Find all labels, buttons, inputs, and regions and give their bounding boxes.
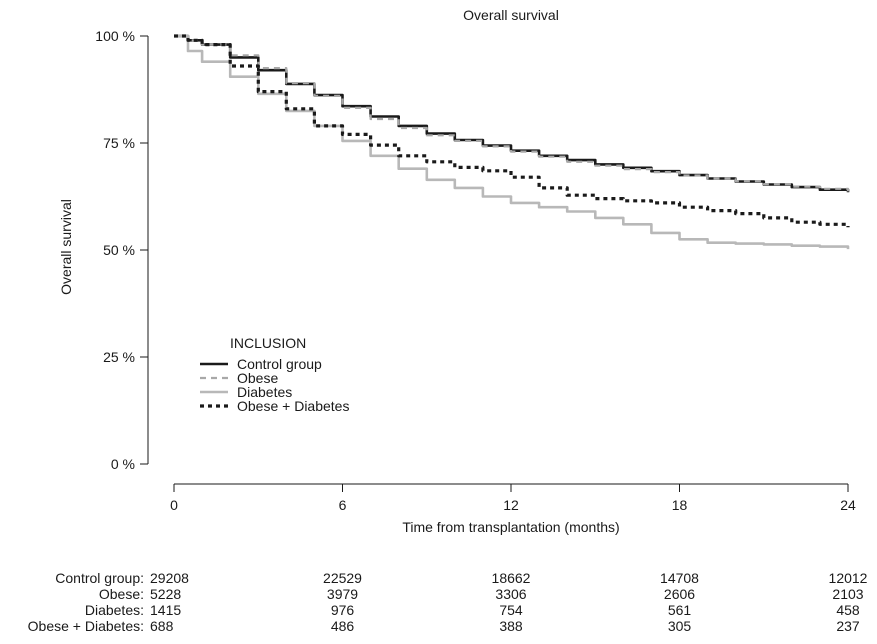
y-tick-label-2: 50 % — [103, 242, 135, 258]
x-tick-label-0: 0 — [170, 497, 178, 513]
x-tick-label-4: 24 — [840, 497, 856, 513]
x-tick-label-2: 12 — [503, 497, 519, 513]
y-tick-label-1: 25 % — [103, 349, 135, 365]
legend: INCLUSION Control groupObeseDiabetesObes… — [200, 335, 349, 414]
risk-value-2-0: 1415 — [150, 602, 181, 618]
risk-value-3-2: 388 — [499, 618, 523, 634]
axes: 0 % 25 % 50 % 75 % 100 % 0 6 12 18 24 — [95, 28, 856, 513]
risk-value-1-2: 3306 — [495, 586, 526, 602]
y-axis-label: Overall survival — [58, 199, 74, 295]
risk-value-2-4: 458 — [836, 602, 860, 618]
risk-row-label-1: Obese: — [99, 586, 144, 602]
y-tick-label-0: 0 % — [111, 456, 135, 472]
legend-label-control-group: Control group — [237, 356, 322, 372]
legend-label-obese-diabetes: Obese + Diabetes — [237, 398, 349, 414]
chart-title: Overall survival — [463, 7, 559, 23]
x-tick-label-1: 6 — [339, 497, 347, 513]
x-tick-label-3: 18 — [672, 497, 688, 513]
risk-value-1-1: 3979 — [327, 586, 358, 602]
legend-label-obese: Obese — [237, 370, 278, 386]
series-control-group — [174, 34, 850, 193]
risk-value-1-3: 2606 — [664, 586, 695, 602]
risk-value-2-3: 561 — [668, 602, 692, 618]
risk-value-1-4: 2103 — [832, 586, 863, 602]
risk-row-label-3: Obese + Diabetes: — [28, 618, 144, 634]
series-obese-diabetes — [174, 34, 850, 228]
risk-value-3-4: 237 — [836, 618, 860, 634]
risk-value-0-4: 12012 — [829, 570, 868, 586]
risk-value-2-2: 754 — [499, 602, 523, 618]
risk-value-3-1: 486 — [331, 618, 355, 634]
risk-value-0-1: 22529 — [323, 570, 362, 586]
risk-value-0-3: 14708 — [660, 570, 699, 586]
risk-value-2-1: 976 — [331, 602, 355, 618]
series-diabetes — [174, 34, 850, 250]
legend-title: INCLUSION — [230, 335, 306, 351]
x-axis-label: Time from transplantation (months) — [402, 519, 619, 535]
y-tick-label-3: 75 % — [103, 135, 135, 151]
risk-row-label-0: Control group: — [55, 570, 144, 586]
risk-value-3-0: 688 — [150, 618, 174, 634]
series-layer — [174, 34, 850, 250]
risk-table: Control group: 29208 22529 18662 14708 12012 O… — [28, 570, 868, 634]
risk-value-1-0: 5228 — [150, 586, 181, 602]
series-obese — [174, 34, 850, 192]
legend-label-diabetes: Diabetes — [237, 384, 292, 400]
risk-value-0-2: 18662 — [492, 570, 531, 586]
risk-row-label-2: Diabetes: — [85, 602, 144, 618]
risk-value-0-0: 29208 — [150, 570, 189, 586]
y-tick-label-4: 100 % — [95, 28, 135, 44]
risk-value-3-3: 305 — [668, 618, 692, 634]
